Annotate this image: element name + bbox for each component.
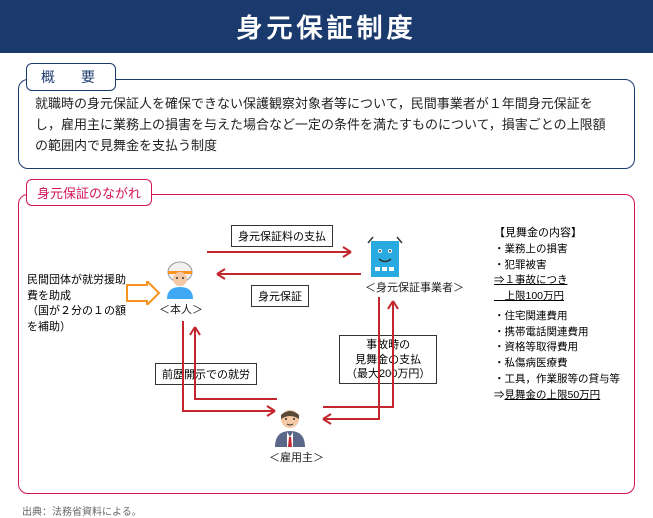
edge-guarantee: 身元保証	[251, 285, 309, 307]
payout-g1-0: ・業務上の損害	[494, 242, 628, 258]
helper-text: 民間団体が就労援助費を助成（国が２分の１の額を補助）	[27, 273, 127, 335]
arrow-employer-guarantor-up	[315, 295, 407, 415]
overview-section: 概 要 就職時の身元保証人を確保できない保護観察対象者等について，民間事業者が１…	[18, 63, 635, 169]
payout-title: 【見舞金の内容】	[494, 225, 628, 242]
arrow-helper-to-honnin	[125, 281, 161, 305]
title-bar: 身元保証制度	[0, 0, 653, 53]
flow-label: 身元保証のながれ	[26, 179, 152, 206]
source-text: 出典：法務省資料による。	[22, 503, 142, 518]
overview-label: 概 要	[26, 63, 116, 91]
payout-limit2: ⇒見舞金の上限50万円	[494, 388, 628, 404]
payout-g2-4: ・工具，作業服等の貸与等	[494, 372, 628, 388]
payout-g2-3: ・私傷病医療費	[494, 356, 628, 372]
payout-g2-2: ・資格等取得費用	[494, 340, 628, 356]
flow-diagram: 民間団体が就労援助費を助成（国が２分の１の額を補助） ＜本人＞	[18, 194, 635, 494]
worker-icon	[159, 257, 201, 299]
payout-g2-0: ・住宅関連費用	[494, 309, 628, 325]
honnin-label: ＜本人＞	[159, 301, 203, 317]
arrow-guarantee	[205, 267, 363, 281]
overview-text: 就職時の身元保証人を確保できない保護観察対象者等について，民間事業者が１年間身元…	[18, 79, 635, 169]
payout-limit1: ⇒１事故につき 上限100万円	[494, 273, 628, 305]
payout-details: 【見舞金の内容】 ・業務上の損害 ・犯罪被害 ⇒１事故につき 上限100万円 ・…	[494, 225, 628, 403]
payout-g1-1: ・犯罪被害	[494, 258, 628, 274]
payout-g2-1: ・携帯電話関連費用	[494, 325, 628, 341]
arrow-fee	[205, 245, 363, 259]
arrow-employer-honnin-up	[189, 319, 289, 407]
guarantor-label: ＜身元保証事業者＞	[365, 279, 464, 295]
employer-label: ＜雇用主＞	[269, 449, 324, 465]
node-guarantor: ＜身元保証事業者＞	[365, 235, 464, 295]
building-icon	[365, 235, 405, 277]
node-honnin: ＜本人＞	[159, 257, 203, 317]
edge-fee: 身元保証料の支払	[231, 225, 333, 247]
flow-section: 身元保証のながれ 民間団体が就労援助費を助成（国が２分の１の額を補助） ＜本人＞	[18, 179, 635, 494]
